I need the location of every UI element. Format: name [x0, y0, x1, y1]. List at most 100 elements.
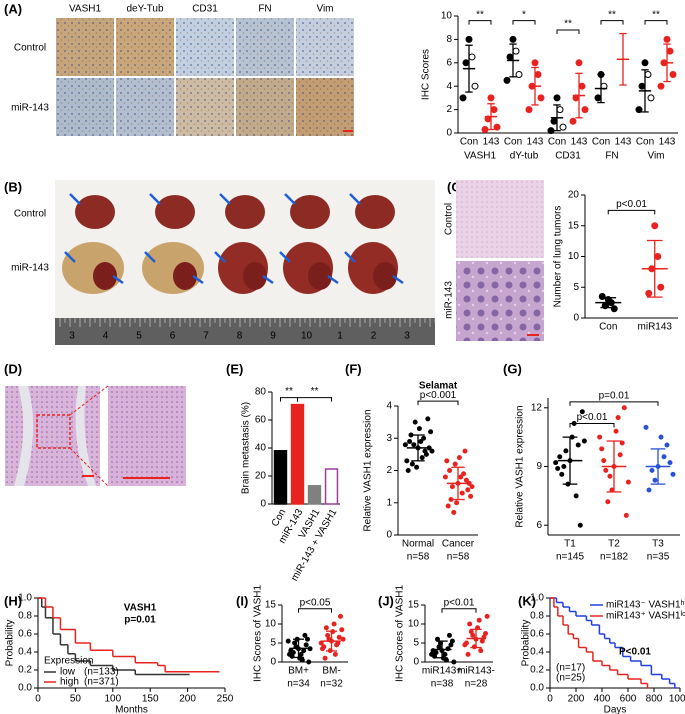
data-point [594, 94, 602, 102]
data-point [484, 613, 490, 619]
data-point [623, 512, 629, 518]
row-label: Control [14, 209, 46, 220]
significance-bracket [468, 20, 492, 25]
data-point [493, 123, 501, 131]
significance-bracket [512, 20, 536, 25]
panel-label: (B) [4, 179, 22, 194]
data-point [447, 468, 453, 473]
ruler-label: 10 [301, 331, 313, 342]
data-point [506, 53, 514, 61]
data-point [412, 419, 418, 425]
lung-lobe [373, 262, 397, 290]
ventricle [14, 386, 34, 486]
x-tick-label: 1000 [669, 694, 685, 705]
y-axis-label: Relative VASH1 expression [515, 405, 526, 527]
x-tick-label: 200 [568, 694, 585, 705]
data-point [481, 125, 489, 133]
row-label: Control [14, 43, 46, 54]
x-tick-label: 143 [483, 137, 500, 148]
data-point [509, 35, 517, 43]
data-point [667, 460, 673, 466]
arrow [349, 193, 361, 205]
y-tick-label: 10 [265, 619, 277, 630]
data-point [490, 106, 498, 114]
data-point [610, 305, 618, 313]
y-axis-label: IHC Scores of VASH1 [395, 585, 406, 683]
data-point [405, 468, 411, 473]
data-point [302, 632, 308, 638]
significance-label: p<0.05 [300, 597, 331, 608]
row-label: miR-143 [11, 103, 49, 114]
n-label: n=145 [556, 552, 585, 563]
y-tick-label: 0 [270, 657, 276, 668]
data-point [613, 428, 619, 434]
data-point [404, 458, 410, 464]
arrow [344, 251, 356, 263]
data-point [547, 127, 555, 135]
data-point [429, 448, 435, 454]
data-point [471, 82, 479, 90]
data-point [456, 455, 462, 461]
y-tick-label: 5 [573, 282, 579, 293]
data-point [462, 642, 468, 648]
data-point [559, 123, 567, 131]
ruler-label: 3 [69, 331, 75, 342]
data-point [575, 59, 583, 67]
data-point [603, 467, 609, 473]
ihc-texture [116, 78, 174, 136]
panel-label: (G) [503, 361, 522, 376]
data-point [641, 59, 649, 67]
group-label: CD31 [555, 151, 581, 162]
arrow [214, 251, 226, 263]
row-label: miR-143 [444, 281, 455, 319]
data-point [663, 35, 671, 43]
y-tick-label: 6 [446, 57, 452, 68]
data-point [598, 292, 606, 300]
chart-title: Selamat [419, 381, 458, 392]
x-tick-label: Cancer [442, 539, 475, 550]
data-point [421, 435, 427, 441]
y-axis-label: IHC Scores [421, 49, 432, 100]
significance-bracket [297, 397, 332, 402]
y-tick-label: 0.2 [530, 665, 544, 676]
x-tick-label: BM+ [288, 666, 309, 677]
data-point [323, 625, 329, 631]
data-point [332, 651, 338, 657]
lung-lobe [308, 262, 332, 290]
arrow [64, 251, 76, 263]
data-point [534, 71, 542, 78]
data-point [581, 106, 589, 114]
x-tick-label: Con [548, 137, 566, 148]
data-point [307, 646, 313, 652]
arrow [392, 274, 404, 285]
data-point [573, 493, 579, 499]
annotation: p=0.01 [124, 615, 156, 626]
significance-label: p<0.01 [444, 597, 475, 608]
x-tick-label: Con [636, 137, 654, 148]
data-point [515, 71, 523, 78]
significance-label: ** [652, 9, 660, 20]
n-label: (n=17) [556, 663, 585, 674]
lung-lobe [243, 262, 267, 290]
x-tick-label: 0 [547, 694, 553, 705]
data-point [285, 638, 291, 644]
data-point [550, 117, 558, 125]
significance-bracket [280, 397, 298, 402]
data-point [337, 613, 343, 619]
data-point [461, 471, 467, 477]
data-point [454, 500, 460, 506]
data-point [559, 471, 565, 477]
section-texture [456, 261, 544, 341]
y-tick-label: 1.0 [18, 593, 32, 604]
y-tick-label: 10 [568, 251, 580, 262]
data-point [419, 455, 425, 461]
x-tick-label: 143 [659, 137, 676, 148]
data-point [458, 474, 464, 480]
bar [290, 403, 305, 505]
data-point [646, 487, 652, 493]
significance-bracket [644, 20, 668, 25]
y-axis-label: Relative VASH1 expression [363, 409, 374, 531]
y-tick-label: 6 [536, 520, 542, 531]
data-point [561, 464, 567, 469]
y-tick-label: 20 [568, 190, 580, 201]
